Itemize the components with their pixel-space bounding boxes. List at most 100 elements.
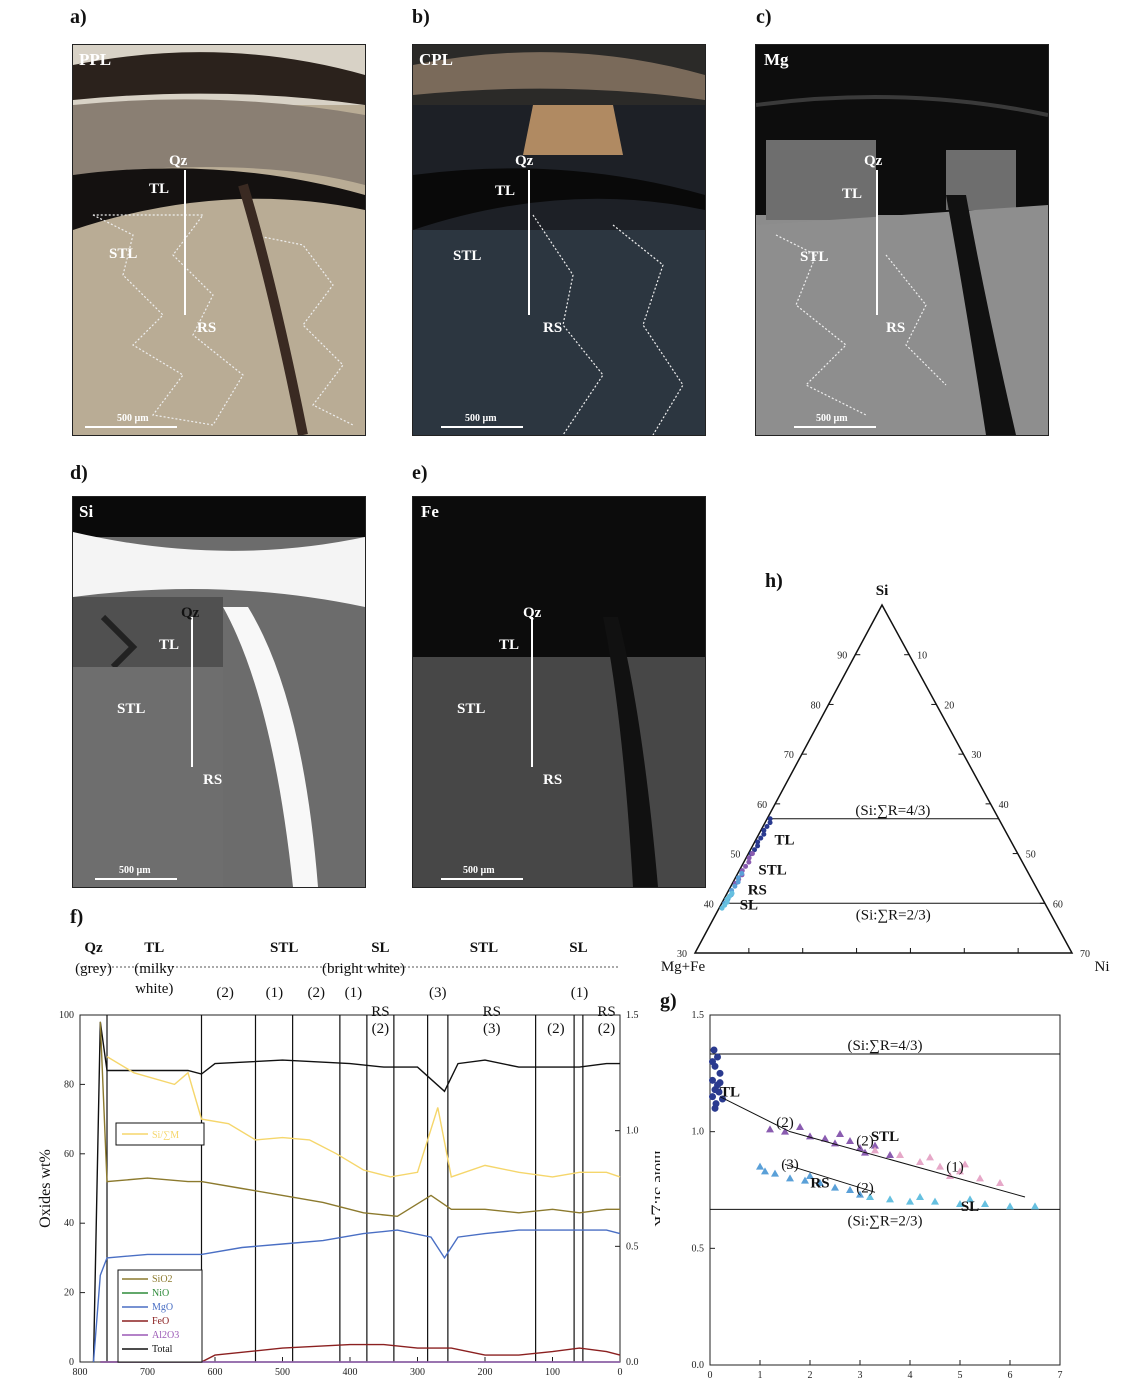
f-ytick-label: 80	[64, 1079, 74, 1090]
f-xtick-label: 800	[73, 1367, 88, 1378]
tern-right-tick: 50	[1026, 850, 1036, 861]
f-legend-box	[117, 1269, 203, 1363]
panel-d-stl-label: STL	[117, 701, 145, 717]
g-trend-line	[784, 1163, 876, 1193]
g-point-rs	[771, 1169, 779, 1177]
panel-e-scale: 500 µm	[463, 865, 495, 876]
f-sublabel: (3)	[483, 1021, 501, 1037]
g-point-tl	[710, 1046, 718, 1054]
g-point-pinks	[916, 1158, 924, 1165]
f-sublabel: RS	[597, 1004, 615, 1020]
g-xtick-label: 2	[808, 1370, 813, 1381]
panel-a-svg: PPL Qz TL STL RS 500 µm	[73, 45, 365, 435]
panel-d-scale: 500 µm	[119, 865, 151, 876]
g-annotation: (1)	[946, 1159, 964, 1175]
g-point-stl	[836, 1130, 844, 1137]
f-sublabel: RS	[371, 1004, 389, 1020]
f-ylabel: Oxides wt%	[37, 1149, 54, 1228]
g-point-stl	[766, 1125, 774, 1133]
panel-a-stl-label: STL	[109, 246, 137, 262]
panel-d-rs-label: RS	[203, 772, 222, 788]
tern-right-tick: 70	[1080, 949, 1090, 960]
g-point-stl	[871, 1141, 879, 1149]
g-point-rs	[846, 1186, 854, 1193]
tern-data-point	[755, 839, 761, 845]
panel-a-qz-label: Qz	[169, 153, 188, 169]
f-legend-label: Al2O3	[152, 1330, 179, 1341]
panel-a-corner-label: PPL	[79, 50, 111, 69]
f-series-mgo	[92, 1229, 621, 1363]
tern-ratio-label: (Si:∑R=4/3)	[855, 803, 930, 819]
g-point-stl	[796, 1123, 804, 1130]
f-sublabel: RS	[483, 1004, 501, 1020]
tern-vertex-top: Si	[876, 583, 889, 599]
f-zone-label: SL	[371, 940, 389, 956]
tern-left-tick: 50	[730, 850, 740, 861]
panel-d-corner-label: Si	[79, 502, 93, 521]
g-annotation: (2)	[776, 1115, 794, 1131]
panel-b-svg: CPL Qz TL STL RS 500 µm	[413, 45, 705, 435]
f-xtick-label: 600	[208, 1367, 223, 1378]
panel-c-micrograph: Mg Qz TL STL RS 500 µm	[755, 44, 1049, 436]
panel-e-letter: e)	[412, 462, 428, 484]
g-point-pinks	[946, 1172, 954, 1179]
f-xtick-label: 200	[478, 1367, 493, 1378]
g-point-stl	[886, 1151, 894, 1158]
g-point-rs	[806, 1172, 814, 1179]
tern-data-point	[761, 831, 767, 837]
panel-e-stl-label: STL	[457, 701, 485, 717]
f-legend-label: SiO2	[152, 1274, 173, 1285]
panel-d-letter: d)	[70, 462, 88, 484]
g-point-rs	[761, 1167, 769, 1175]
g-point-tl	[709, 1076, 716, 1084]
panel-c-scale: 500 µm	[816, 413, 848, 424]
f-series-feo	[100, 1343, 621, 1363]
panel-b-letter: b)	[412, 6, 430, 28]
g-point-pinks	[996, 1179, 1004, 1186]
g-xtick-label: 1	[758, 1370, 763, 1381]
g-annotation: SL	[961, 1199, 979, 1215]
tern-cluster-label: SL	[740, 897, 758, 913]
tern-left-tick: 30	[677, 949, 687, 960]
f-sublabel: (milky	[134, 961, 174, 977]
panel-a-rs-label: RS	[197, 320, 216, 336]
panel-c-tl-label: TL	[842, 186, 862, 202]
g-hline-label: (Si:∑R=4/3)	[848, 1038, 923, 1054]
tern-data-point	[746, 859, 752, 865]
g-point-sl	[886, 1195, 894, 1203]
g-annotation: (2)	[856, 1134, 874, 1150]
tern-data-point	[758, 835, 764, 841]
g-xtick-label: 0	[708, 1370, 713, 1381]
panel-d-tl-label: TL	[159, 637, 179, 653]
tern-cluster-label: TL	[774, 833, 794, 849]
panel-e-qz-label: Qz	[523, 605, 542, 621]
panel-f-letter: f)	[70, 906, 84, 928]
g-ytick-label: 0.0	[692, 1360, 705, 1371]
g-point-pinks	[926, 1153, 934, 1161]
g-point-rs	[786, 1174, 794, 1182]
g-trend-line	[719, 1096, 791, 1133]
g-annotation: STL	[871, 1129, 899, 1145]
f-y2tick-label: 0.0	[626, 1357, 639, 1368]
f-sublabel: (grey)	[75, 961, 112, 977]
g-annotation: (3)	[781, 1157, 799, 1173]
f-legend-label: MgO	[152, 1302, 173, 1313]
g-point-rs	[831, 1183, 839, 1191]
panel-e-micrograph: Fe Qz TL STL RS 500 µm	[412, 496, 706, 888]
f-zone-label: TL	[144, 940, 164, 956]
panel-e-rs-label: RS	[543, 772, 562, 788]
tern-data-point	[743, 863, 749, 869]
g-point-tl	[716, 1079, 724, 1087]
g-point-stl	[781, 1127, 789, 1135]
tern-cluster-label: RS	[748, 882, 767, 898]
f-xtick-label: 500	[275, 1367, 290, 1378]
f-series-sim	[106, 1055, 621, 1178]
g-point-sl	[956, 1200, 964, 1207]
panel-d-qz-label: Qz	[181, 605, 200, 621]
f-y2tick-label: 0.5	[626, 1241, 639, 1252]
panel-a-micrograph: PPL Qz TL STL RS 500 µm	[72, 44, 366, 436]
tern-data-point	[767, 820, 773, 826]
panel-e-svg: Fe Qz TL STL RS 500 µm	[413, 497, 705, 887]
g-plot-frame	[709, 1014, 1061, 1366]
g-xtick-label: 6	[1008, 1370, 1013, 1381]
